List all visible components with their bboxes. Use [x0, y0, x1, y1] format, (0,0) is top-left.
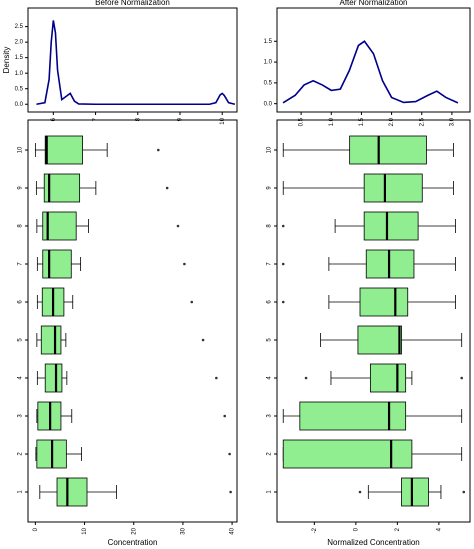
x-tick-label: 20	[131, 527, 137, 534]
box	[44, 363, 63, 393]
box	[44, 135, 83, 165]
box	[42, 249, 72, 279]
box	[357, 325, 402, 355]
y-tick-label: 7	[267, 262, 273, 266]
y-tick-label: 2.0	[15, 40, 24, 46]
x-tick-label: 1.5	[359, 117, 365, 126]
outlier	[304, 376, 308, 380]
x-tick-label: 2.5	[419, 117, 425, 126]
y-tick-label: 1	[18, 490, 24, 494]
x-tick-label: 10	[220, 117, 226, 124]
x-tick-label: 0	[353, 527, 359, 531]
y-tick-label: 5	[267, 338, 273, 342]
x-tick-label: -2	[312, 527, 318, 533]
outlier	[157, 148, 160, 152]
box	[349, 135, 427, 165]
box	[369, 363, 407, 393]
x-tick-label: 40	[230, 527, 236, 534]
box	[363, 173, 423, 203]
box	[40, 325, 62, 355]
x-tick-label: 6	[51, 117, 57, 121]
outlier	[190, 300, 194, 304]
y-tick-label: 6	[18, 300, 24, 304]
outlier	[165, 186, 169, 190]
x-tick-label: 0.5	[299, 117, 305, 126]
y-tick-label: 4	[267, 376, 273, 380]
y-tick-label: 4	[18, 376, 24, 380]
box	[359, 287, 409, 317]
y-tick-label: 2	[267, 452, 273, 456]
outlier	[462, 490, 466, 494]
y-tick-label: 8	[18, 224, 24, 228]
y-tick-label: 1	[267, 490, 273, 494]
outlier	[281, 262, 285, 266]
plot-frame	[27, 119, 238, 523]
y-tick-label: 2.5	[15, 24, 24, 30]
plot-frame	[27, 7, 238, 113]
y-tick-label: 0.0	[15, 102, 24, 108]
y-tick-label: 1.5	[15, 55, 24, 61]
y-tick-label: 7	[18, 262, 24, 266]
outlier	[281, 224, 285, 228]
x-tick-label: 30	[180, 527, 186, 534]
plot-frame	[276, 7, 471, 113]
x-axis-label: Concentration	[108, 538, 158, 547]
x-tick-label: 8	[135, 117, 141, 121]
panel-title: Before Normalization	[95, 0, 170, 7]
box	[363, 211, 419, 241]
y-tick-label: 9	[267, 186, 273, 190]
x-tick-label: 1.0	[329, 117, 335, 126]
y-tick-label: 0.5	[15, 86, 24, 92]
box	[401, 477, 429, 507]
density-line	[36, 20, 236, 106]
y-tick-label: 3	[18, 414, 24, 418]
x-tick-label: 0	[33, 527, 39, 531]
y-tick-label: 1.0	[15, 71, 24, 77]
x-tick-label: 9	[178, 117, 184, 121]
outlier	[223, 414, 227, 418]
y-tick-label: 0.5	[264, 80, 273, 86]
panel-title: After Normalization	[339, 0, 407, 7]
outlier	[215, 376, 218, 380]
outlier	[228, 452, 231, 456]
y-tick-label: 1.0	[264, 60, 273, 66]
x-tick-label: 7	[93, 117, 99, 121]
outlier	[460, 376, 463, 380]
density-line	[282, 40, 459, 104]
box	[282, 439, 413, 469]
outlier	[201, 338, 205, 342]
x-tick-label: 10	[82, 527, 88, 534]
x-tick-label: 3.0	[449, 117, 455, 126]
outlier	[176, 224, 180, 228]
outlier	[358, 490, 362, 494]
outlier	[281, 300, 285, 304]
box	[56, 477, 88, 507]
x-tick-label: 2.0	[389, 117, 395, 126]
y-tick-label: 8	[267, 224, 273, 228]
plot-frame	[276, 119, 471, 523]
y-tick-label: 3	[267, 414, 273, 418]
y-tick-label: 2	[18, 452, 24, 456]
y-tick-label: 10	[267, 146, 273, 153]
y-axis-label: Density	[2, 47, 11, 74]
y-tick-label: 1.5	[264, 39, 273, 45]
x-axis-label: Normalized Concentration	[327, 538, 420, 547]
x-tick-label: 4	[436, 527, 442, 531]
y-tick-label: 10	[18, 146, 24, 153]
y-tick-label: 6	[267, 300, 273, 304]
x-tick-label: 2	[395, 527, 401, 531]
outlier	[229, 490, 232, 494]
y-tick-label: 9	[18, 186, 24, 190]
outlier	[183, 262, 186, 266]
y-tick-label: 0.0	[264, 101, 273, 107]
y-tick-label: 5	[18, 338, 24, 342]
